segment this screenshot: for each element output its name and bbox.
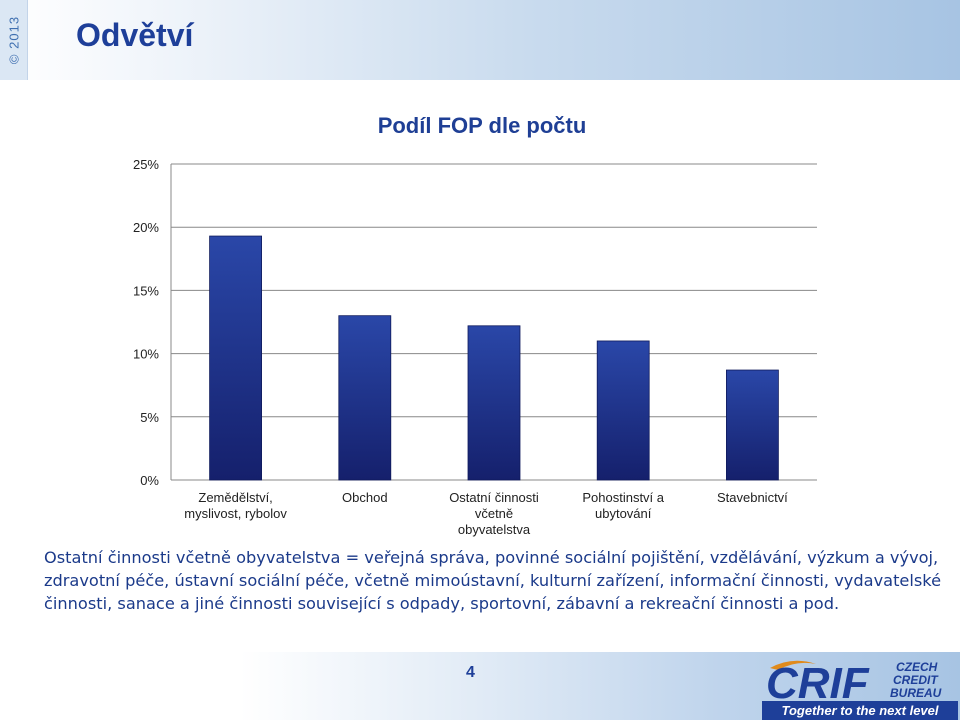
x-axis-labels: Zemědělství, myslivost, rybolov Obchod Osta… xyxy=(184,490,788,537)
swoosh-icon xyxy=(770,660,816,670)
y-tick-label: 10% xyxy=(133,347,159,362)
copyright-strip: © 2013 xyxy=(0,0,28,80)
copyright-label: © 2013 xyxy=(6,15,22,65)
x-category-label: Stavebnictví xyxy=(717,490,788,505)
bar xyxy=(726,369,779,481)
x-category-label: Ostatní činnosti včetně obyvatelstva xyxy=(449,490,539,537)
bar-chart: Podíl FOP dle počtu 0% 5% 10% 15% 20% 25% Zem… xyxy=(133,113,817,537)
bar xyxy=(338,315,392,481)
y-tick-label: 5% xyxy=(140,410,159,425)
y-tick-label: 0% xyxy=(140,473,159,488)
logo-line-credit: CREDIT xyxy=(893,673,939,687)
footnote-text: Ostatní činnosti včetně obyvatelstva = v… xyxy=(44,548,942,613)
x-category-label: Pohostinství a ubytování xyxy=(582,490,664,521)
x-category-label: Zemědělství, myslivost, rybolov xyxy=(184,490,287,521)
tagline: Together to the next level xyxy=(762,701,958,720)
y-tick-label: 20% xyxy=(133,220,159,235)
header-band: © 2013 Odvětví xyxy=(0,0,960,80)
logo-main-text: CRIF xyxy=(766,659,870,702)
bar xyxy=(596,340,650,481)
logo-line-bureau: BUREAU xyxy=(890,686,942,700)
page-number: 4 xyxy=(466,664,475,681)
slide-title: Odvětví xyxy=(76,17,194,53)
y-tick-label: 15% xyxy=(133,283,159,298)
y-tick-label: 25% xyxy=(133,157,159,172)
x-category-label: Obchod xyxy=(342,490,388,505)
bars xyxy=(209,235,779,481)
chart-title: Podíl FOP dle počtu xyxy=(378,113,587,138)
bar xyxy=(467,325,521,481)
y-axis-ticks: 0% 5% 10% 15% 20% 25% xyxy=(133,157,159,488)
bar xyxy=(209,235,263,481)
logo-line-czech: CZECH xyxy=(896,660,938,674)
crif-logo: CRIF CZECH CREDIT BUREAU xyxy=(766,659,942,702)
